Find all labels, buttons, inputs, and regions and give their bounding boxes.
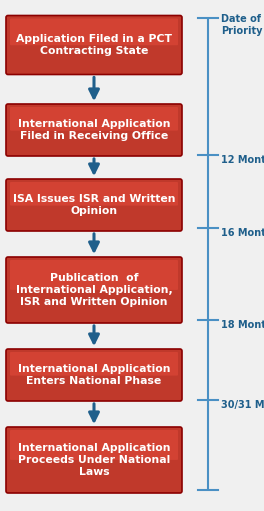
FancyBboxPatch shape (10, 430, 178, 460)
FancyBboxPatch shape (10, 260, 178, 290)
Text: 16 Months: 16 Months (221, 228, 264, 238)
FancyBboxPatch shape (6, 15, 182, 75)
FancyBboxPatch shape (6, 179, 182, 231)
FancyBboxPatch shape (6, 257, 182, 323)
Text: 30/31 Months: 30/31 Months (221, 400, 264, 410)
FancyBboxPatch shape (10, 107, 178, 131)
FancyBboxPatch shape (10, 18, 178, 45)
FancyBboxPatch shape (6, 104, 182, 156)
Text: ISA Issues ISR and Written
Opinion: ISA Issues ISR and Written Opinion (13, 194, 175, 216)
Text: International Application
Filed in Receiving Office: International Application Filed in Recei… (18, 119, 170, 141)
Text: 18 Months: 18 Months (221, 320, 264, 330)
FancyBboxPatch shape (10, 182, 178, 205)
FancyBboxPatch shape (10, 352, 178, 376)
FancyBboxPatch shape (6, 349, 182, 401)
Text: Date of
Priority: Date of Priority (221, 14, 262, 36)
FancyBboxPatch shape (6, 427, 182, 493)
Text: Application Filed in a PCT
Contracting State: Application Filed in a PCT Contracting S… (16, 34, 172, 56)
Text: 12 Months: 12 Months (221, 155, 264, 165)
Text: Publication  of
International Application,
ISR and Written Opinion: Publication of International Application… (16, 273, 172, 307)
Text: International Application
Enters National Phase: International Application Enters Nationa… (18, 364, 170, 386)
Text: International Application
Proceeds Under National
Laws: International Application Proceeds Under… (18, 443, 170, 477)
